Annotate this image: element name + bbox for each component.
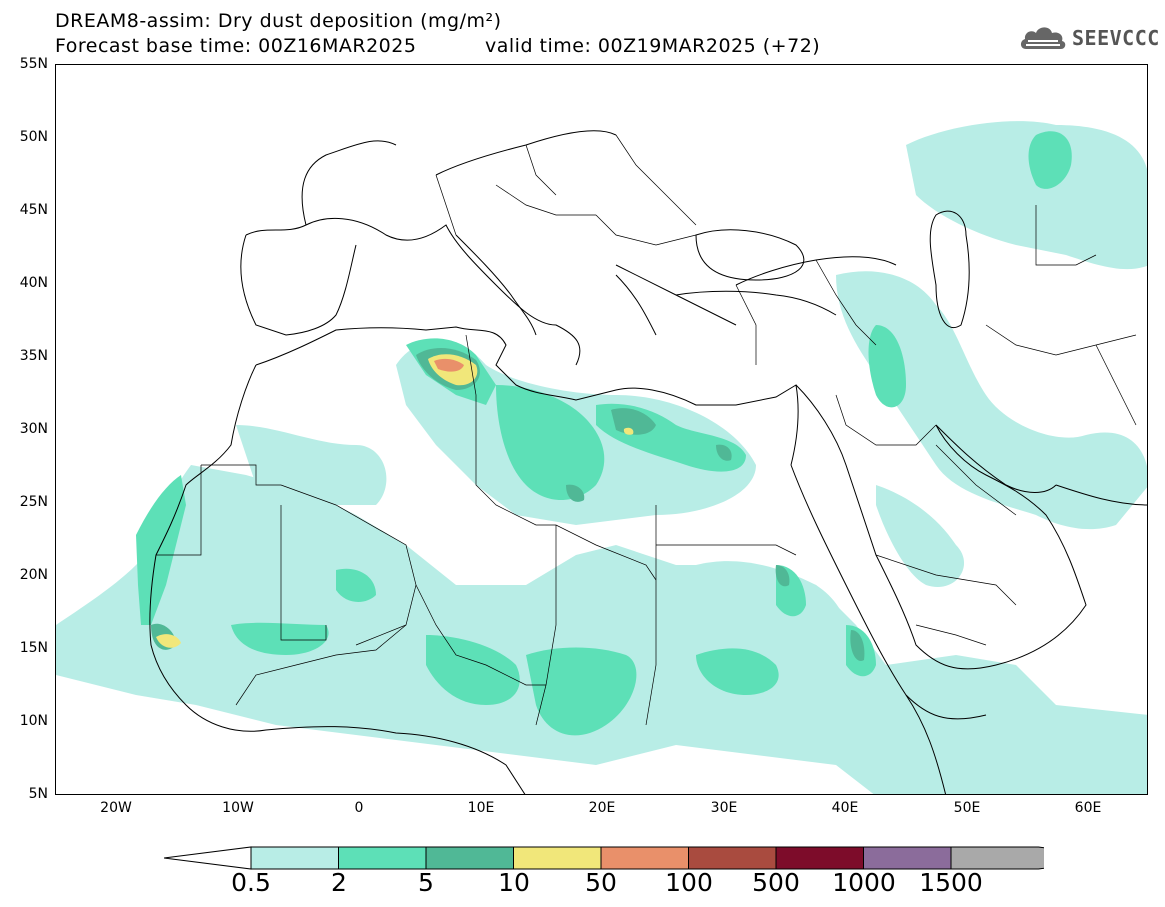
lat-label-35n: 35N bbox=[19, 348, 48, 364]
legend-label-50: 50 bbox=[585, 868, 617, 897]
dust-deposition-map bbox=[55, 64, 1148, 795]
lat-label-20n: 20N bbox=[19, 567, 48, 583]
logo-text: SEEVCCC bbox=[1072, 26, 1160, 50]
legend-label-5: 5 bbox=[418, 868, 434, 897]
colorbar-swatch-5 bbox=[688, 846, 777, 870]
valid-time: valid time: 00Z19MAR2025 (+72) bbox=[485, 35, 821, 57]
lon-label-60e: 60E bbox=[1074, 800, 1102, 816]
lat-label-45n: 45N bbox=[19, 202, 48, 218]
lon-label-20w: 20W bbox=[100, 800, 132, 816]
lon-label-30e: 30E bbox=[710, 800, 738, 816]
colorbar-swatch-4 bbox=[600, 846, 689, 870]
legend-label-1000: 1000 bbox=[832, 868, 896, 897]
seevccc-logo: SEEVCCC bbox=[1018, 20, 1160, 56]
map-canvas bbox=[56, 121, 1147, 794]
colorbar-swatch-1 bbox=[338, 846, 427, 870]
legend-label-100: 100 bbox=[665, 868, 713, 897]
legend-label-1500: 1500 bbox=[919, 868, 983, 897]
forecast-base-time: Forecast base time: 00Z16MAR2025 bbox=[55, 35, 417, 57]
lat-label-40n: 40N bbox=[19, 275, 48, 291]
lon-label-0: 0 bbox=[354, 800, 364, 816]
lat-label-55n: 55N bbox=[19, 56, 48, 72]
lon-label-10w: 10W bbox=[222, 800, 254, 816]
colorbar-swatch-7 bbox=[863, 846, 952, 870]
lat-label-25n: 25N bbox=[19, 494, 48, 510]
colorbar-legend bbox=[164, 846, 1044, 870]
lon-label-40e: 40E bbox=[831, 800, 859, 816]
lat-label-50n: 50N bbox=[19, 129, 48, 145]
legend-label-0-5: 0.5 bbox=[231, 868, 271, 897]
colorbar-swatch-3 bbox=[513, 846, 602, 870]
coastlines bbox=[149, 130, 1147, 794]
colorbar-swatch-6 bbox=[775, 846, 864, 870]
colorbar-swatch-2 bbox=[425, 846, 514, 870]
lat-label-10n: 10N bbox=[19, 713, 48, 729]
legend-label-10: 10 bbox=[498, 868, 530, 897]
colorbar-under-triangle bbox=[164, 846, 252, 870]
lat-label-5n: 5N bbox=[28, 786, 48, 802]
lon-label-10e: 10E bbox=[467, 800, 495, 816]
legend-label-2: 2 bbox=[331, 868, 347, 897]
colorbar-swatch-0 bbox=[250, 846, 339, 870]
country-borders bbox=[156, 134, 1137, 726]
legend-label-500: 500 bbox=[752, 868, 800, 897]
cloud-icon bbox=[1020, 27, 1066, 49]
lon-label-50e: 50E bbox=[953, 800, 981, 816]
lat-label-30n: 30N bbox=[19, 421, 48, 437]
colorbar-swatch-8 bbox=[950, 846, 1044, 870]
map-title: DREAM8-assim: Dry dust deposition (mg/m²… bbox=[55, 10, 502, 32]
lat-label-15n: 15N bbox=[19, 640, 48, 656]
deposition-shading bbox=[56, 121, 1147, 794]
lon-label-20e: 20E bbox=[588, 800, 616, 816]
